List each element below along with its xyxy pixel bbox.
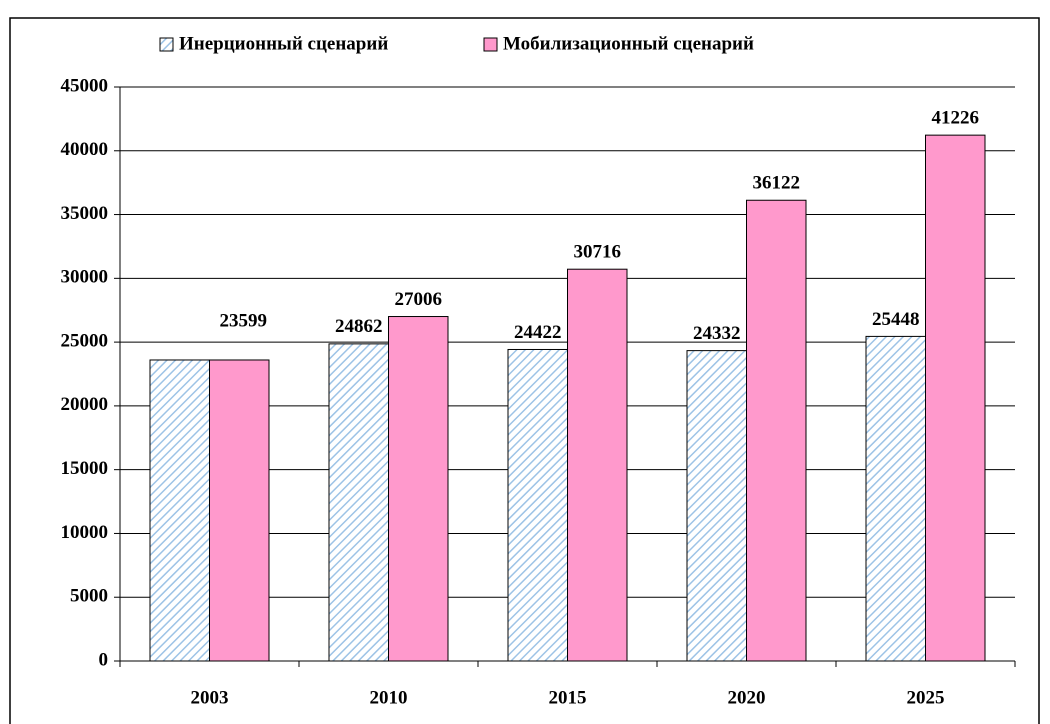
x-tick-label: 2010 — [370, 687, 408, 708]
y-tick-label: 5000 — [70, 586, 108, 607]
data-label: 24862 — [335, 316, 383, 337]
x-tick-label: 2015 — [549, 687, 587, 708]
data-label: 24422 — [514, 322, 562, 343]
bar — [746, 199, 807, 662]
y-tick-label: 15000 — [61, 458, 109, 479]
y-tick-label: 35000 — [61, 203, 109, 224]
data-label: 23599 — [220, 310, 268, 331]
bar — [388, 316, 449, 662]
bar — [507, 348, 568, 662]
y-tick-label: 20000 — [61, 394, 109, 415]
data-label: 25448 — [872, 309, 920, 330]
data-label: 36122 — [753, 173, 801, 194]
data-label: 27006 — [395, 289, 443, 310]
x-tick-label: 2003 — [191, 687, 229, 708]
y-tick-label: 30000 — [61, 267, 109, 288]
bar — [567, 268, 628, 662]
legend-label: Мобилизационный сценарий — [503, 33, 754, 54]
bar — [149, 359, 210, 662]
legend-swatch — [159, 37, 174, 52]
bar — [209, 359, 270, 662]
bar — [328, 343, 389, 662]
data-label: 24332 — [693, 323, 741, 344]
bar — [925, 134, 986, 662]
legend-swatch — [483, 37, 498, 52]
x-tick-label: 2020 — [728, 687, 766, 708]
bar — [865, 335, 926, 662]
bar — [686, 350, 747, 662]
y-tick-label: 0 — [99, 649, 109, 670]
x-tick-label: 2025 — [907, 687, 945, 708]
y-tick-label: 10000 — [61, 522, 109, 543]
legend-label: Инерционный сценарий — [179, 33, 388, 54]
data-label: 41226 — [932, 107, 980, 128]
data-label: 30716 — [574, 242, 622, 263]
y-tick-label: 25000 — [61, 330, 109, 351]
y-tick-label: 40000 — [61, 139, 109, 160]
y-tick-label: 45000 — [61, 75, 109, 96]
